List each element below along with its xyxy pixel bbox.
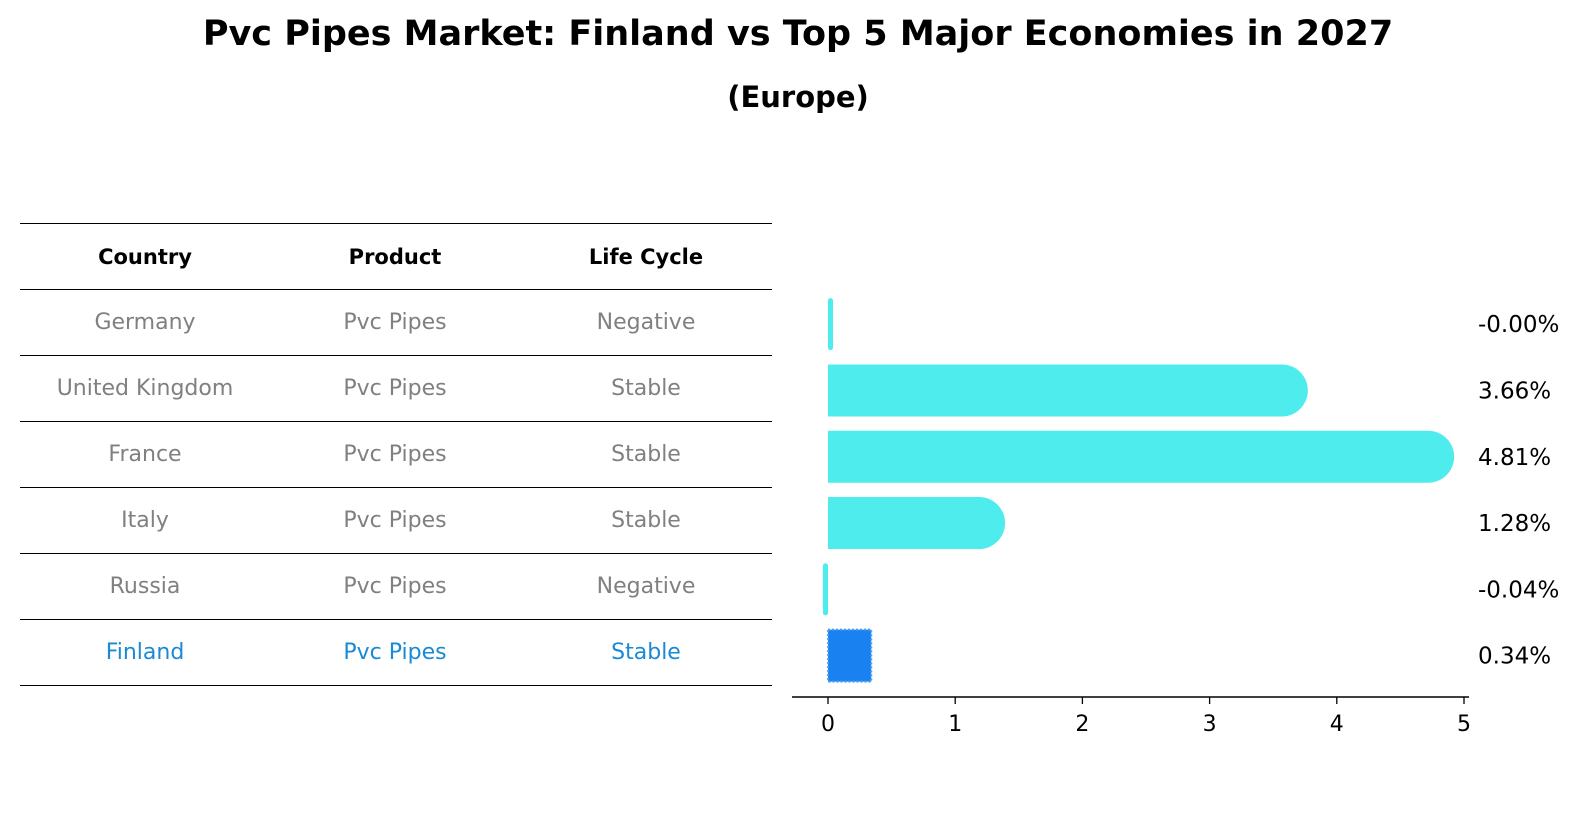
value-label-united-kingdom: 3.66% (1478, 378, 1551, 404)
bar-finland (827, 628, 873, 683)
cell-product: Pvc Pipes (343, 640, 447, 665)
cell-country: Italy (121, 508, 169, 533)
value-label-italy: 1.28% (1478, 511, 1551, 537)
cell-life-cycle: Stable (611, 376, 681, 401)
cell-country: Russia (109, 574, 181, 599)
x-tick-label: 4 (1330, 712, 1344, 737)
bar-germany (828, 298, 833, 351)
cell-life-cycle: Stable (611, 442, 681, 467)
table-row: Italy Pvc Pipes Stable (20, 487, 772, 553)
table-row: France Pvc Pipes Stable (20, 421, 772, 487)
value-label-finland: 0.34% (1478, 644, 1551, 670)
cell-country: Germany (94, 310, 196, 335)
cell-life-cycle: Stable (611, 640, 681, 665)
cell-product: Pvc Pipes (343, 574, 447, 599)
chart-subtitle: (Europe) (727, 80, 869, 114)
bar-italy (828, 497, 1006, 550)
chart-title: Pvc Pipes Market: Finland vs Top 5 Major… (202, 14, 1394, 54)
cell-product: Pvc Pipes (343, 508, 447, 533)
table-row: United Kingdom Pvc Pipes Stable (20, 355, 772, 421)
bar-france (828, 430, 1455, 483)
value-label-germany: -0.00% (1478, 312, 1559, 338)
header-life-cycle: Life Cycle (588, 244, 704, 269)
value-label-france: 4.81% (1478, 445, 1551, 471)
table-row: Russia Pvc Pipes Negative (20, 553, 772, 619)
data-table: Country Product Life Cycle Germany Pvc P… (20, 223, 772, 686)
cell-product: Pvc Pipes (343, 376, 447, 401)
cell-product: Pvc Pipes (343, 310, 447, 335)
table-header-row: Country Product Life Cycle (20, 223, 772, 289)
cell-country: Finland (105, 640, 185, 665)
table-row: Germany Pvc Pipes Negative (20, 289, 772, 355)
cell-product: Pvc Pipes (343, 442, 447, 467)
header-product: Product (348, 244, 442, 269)
table-row-highlighted: Finland Pvc Pipes Stable (20, 619, 772, 686)
cell-life-cycle: Negative (596, 574, 696, 599)
bar-russia (822, 563, 828, 616)
header-country: Country (98, 244, 192, 269)
x-tick-label: 5 (1457, 712, 1471, 737)
x-tick-label: 0 (821, 712, 835, 737)
cell-country: United Kingdom (56, 376, 234, 401)
bar-united-kingdom (828, 364, 1308, 417)
cell-country: France (108, 442, 182, 467)
x-tick-label: 1 (948, 712, 962, 737)
x-tick-label: 2 (1075, 712, 1089, 737)
value-label-russia: -0.04% (1478, 577, 1559, 603)
x-tick-label: 3 (1203, 712, 1217, 737)
cell-life-cycle: Stable (611, 508, 681, 533)
cell-life-cycle: Negative (596, 310, 696, 335)
